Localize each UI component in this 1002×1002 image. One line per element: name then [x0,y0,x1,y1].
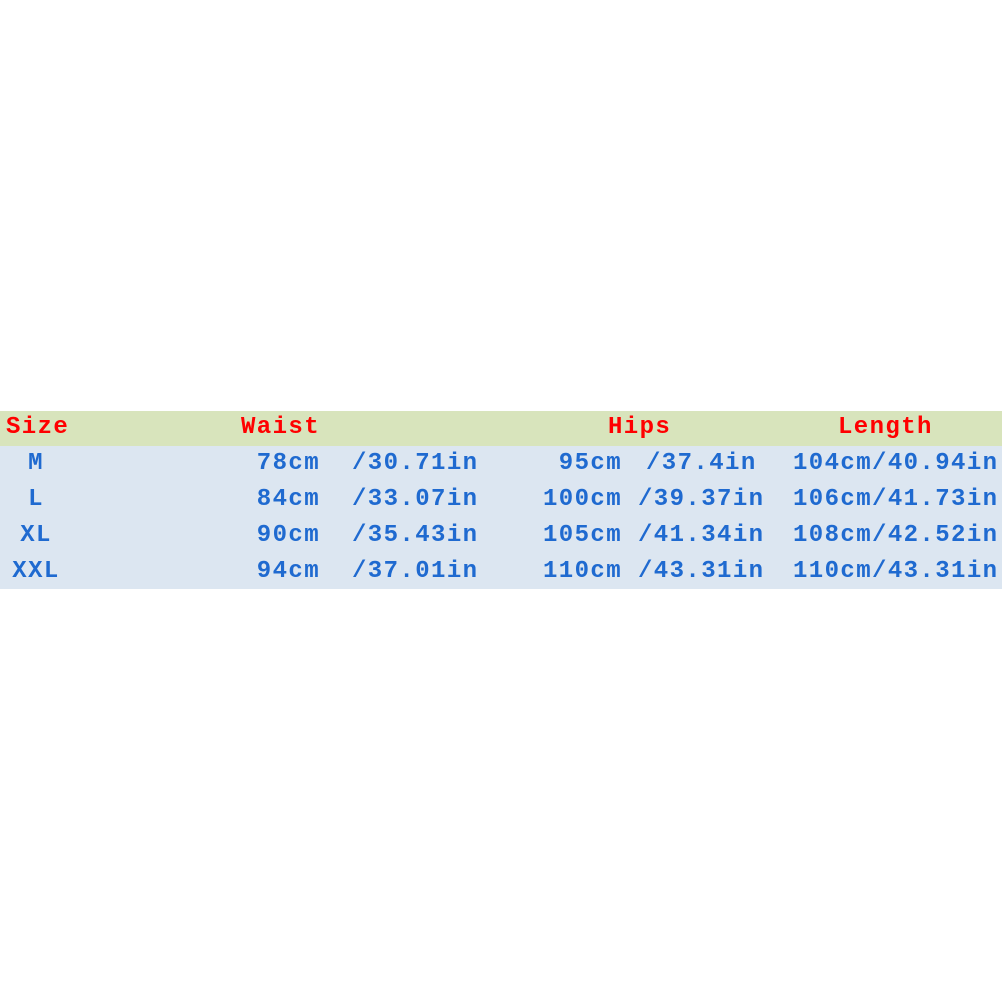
header-length: Length [838,414,933,441]
table-row: M 78cm/30.71in 95cm/37.4in 104cm/40.94in [0,446,1002,482]
waist-in-cell: /35.43in [352,522,479,549]
hips-in-cell: /39.37in [638,486,765,513]
hips-cm-cell: 100cm [542,486,622,513]
header-hips: Hips [608,414,672,441]
waist-in-cell: /37.01in [352,558,479,585]
header-row: Size Waist Hips Length [0,411,1002,446]
size-cell: M [28,450,44,477]
header-size: Size [6,414,70,441]
length-cell: 106cm/41.73in [793,486,999,513]
size-cell: XL [20,522,52,549]
waist-cm-cell: 90cm [256,522,320,549]
hips-cm-cell: 105cm [542,522,622,549]
hips-cm-cell: 110cm [542,558,622,585]
header-waist: Waist [241,414,321,441]
length-cell: 108cm/42.52in [793,522,999,549]
size-chart-table: Size Waist Hips Length M 78cm/30.71in 95cm… [0,411,1002,589]
hips-in-cell: /37.4in [646,450,757,477]
waist-in-cell: /33.07in [352,486,479,513]
table-row: XXL 94cm/37.01in 110cm/43.31in 110cm/43.31i… [0,554,1002,590]
waist-cm-cell: 84cm [256,486,320,513]
hips-in-cell: /43.31in [638,558,765,585]
size-cell: L [28,486,44,513]
length-cell: 110cm/43.31in [793,558,999,585]
table-row: L 84cm/33.07in 100cm/39.37in 106cm/41.73in [0,482,1002,518]
hips-in-cell: /41.34in [638,522,765,549]
hips-cm-cell: 95cm [558,450,622,477]
length-cell: 104cm/40.94in [793,450,999,477]
table-body: M 78cm/30.71in 95cm/37.4in 104cm/40.94in L 84… [0,446,1002,589]
size-cell: XXL [12,558,60,585]
waist-in-cell: /30.71in [352,450,479,477]
table-row: XL 90cm/35.43in 105cm/41.34in 108cm/42.52in [0,518,1002,554]
waist-cm-cell: 94cm [256,558,320,585]
waist-cm-cell: 78cm [256,450,320,477]
